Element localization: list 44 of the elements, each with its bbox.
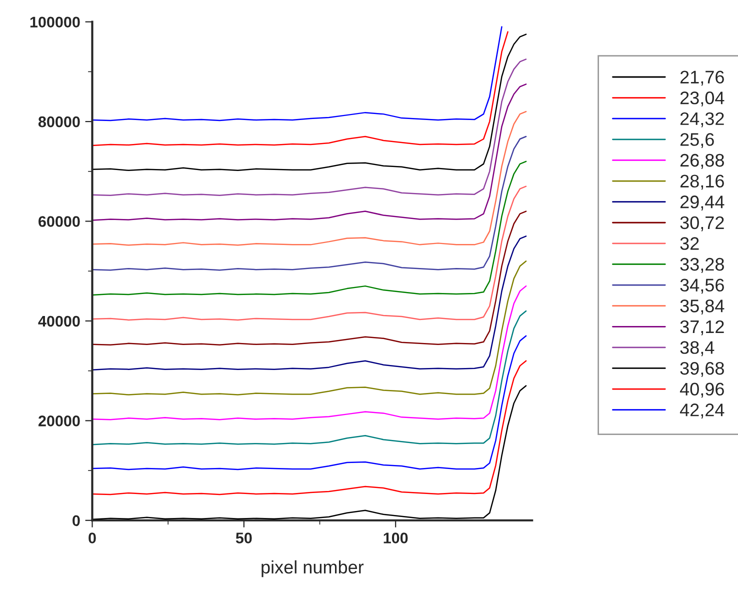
y-tick-label: 20000: [38, 416, 80, 426]
line-series: [92, 310, 527, 446]
y-tick-label: 100000: [30, 16, 80, 28]
line-series: [92, 236, 527, 370]
x-axis-title: pixel number: [262, 560, 364, 578]
legend-label: 32: [680, 237, 699, 250]
x-tick-label: 50: [236, 532, 252, 544]
line-series: [92, 160, 527, 296]
legend-label: 25,6: [680, 133, 714, 148]
legend-label: 30,72: [680, 216, 724, 232]
line-series: [92, 186, 527, 321]
legend-label: 29,44: [680, 196, 724, 210]
y-tick-label: 80000: [38, 116, 80, 128]
line-series: [92, 84, 527, 221]
y-tick-label: 0: [72, 515, 80, 526]
line-series: [92, 285, 527, 420]
legend-label: 42,24: [680, 404, 724, 418]
line-series: [92, 110, 527, 246]
line-series: [92, 34, 527, 172]
legend-label: 28,16: [680, 174, 724, 190]
legend-label: 34,56: [680, 278, 724, 294]
x-tick-label: 100: [384, 532, 408, 544]
y-tick-label: 60000: [38, 216, 80, 227]
line-series: [92, 385, 527, 520]
line-series: [92, 335, 527, 470]
line-series: [92, 210, 527, 346]
line-series: [92, 26, 502, 122]
y-tick-label: 40000: [38, 316, 80, 327]
line-series: [92, 31, 508, 146]
line-series: [92, 260, 527, 396]
line-series: [92, 58, 527, 196]
legend-label: 24,32: [680, 112, 724, 128]
legend-label: 35,84: [680, 300, 724, 314]
legend-label: 21,76: [680, 70, 724, 86]
legend-label: 26,88: [680, 154, 724, 169]
legend-label: 38,4: [680, 341, 714, 356]
legend-label: 40,96: [680, 382, 724, 398]
x-tick-label: 0: [88, 532, 96, 544]
line-series: [92, 136, 527, 271]
legend-label: 33,28: [680, 258, 724, 273]
legend-label: 37,12: [680, 320, 724, 336]
line-series: [92, 360, 527, 496]
legend-label: 23,04: [680, 92, 724, 106]
legend-label: 39,68: [680, 362, 724, 377]
